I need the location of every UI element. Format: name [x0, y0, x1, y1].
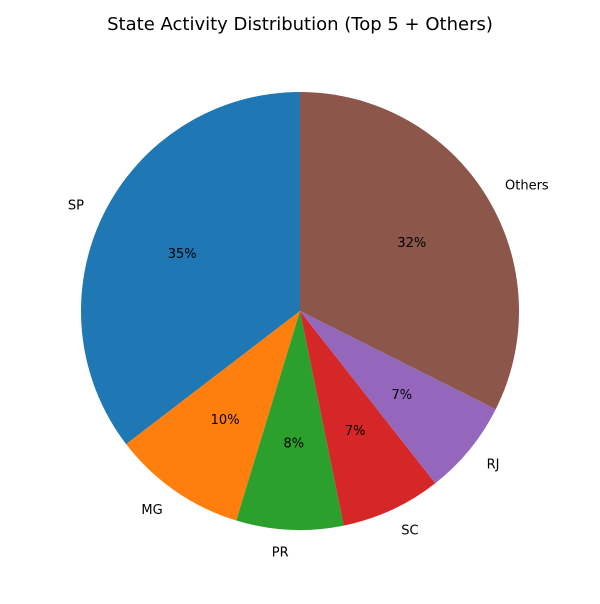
slice-label-sc: SC — [401, 524, 418, 539]
slice-label-sp: SP — [68, 198, 84, 213]
pie-slice-sc — [300, 311, 436, 526]
slice-pct-mg: 10% — [211, 413, 240, 428]
pie-slice-rj — [300, 311, 496, 484]
slice-pct-others: 32% — [397, 236, 426, 251]
slice-label-mg: MG — [141, 503, 162, 518]
pie-slice-sp — [80, 92, 300, 445]
slice-label-pr: PR — [272, 546, 289, 561]
slice-pct-sp: 35% — [168, 247, 197, 262]
slice-pct-sc: 7% — [345, 424, 366, 439]
pie-slice-others — [300, 92, 519, 410]
chart-title: State Activity Distribution (Top 5 + Oth… — [107, 14, 493, 35]
slice-label-others: Others — [505, 178, 549, 193]
slice-pct-pr: 8% — [283, 436, 304, 451]
slice-label-rj: RJ — [487, 457, 500, 472]
pie-slice-pr — [236, 311, 344, 530]
pie-slice-mg — [126, 311, 300, 521]
slice-pct-rj: 7% — [391, 388, 412, 403]
